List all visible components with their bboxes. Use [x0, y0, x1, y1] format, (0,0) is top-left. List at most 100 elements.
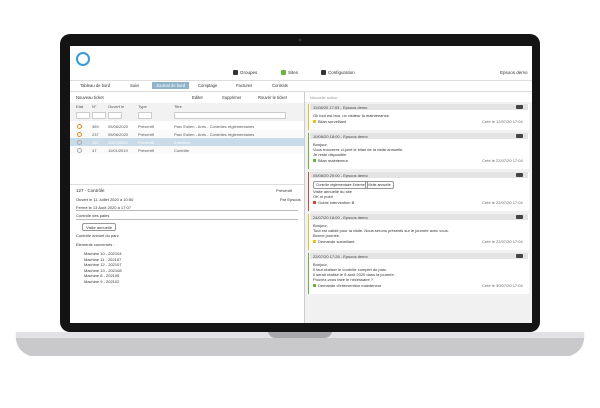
- action-icon[interactable]: [516, 105, 523, 109]
- action-kind-dot: [313, 201, 316, 204]
- action-header: 24/07/20 18:00 - Epsoos demo: [313, 214, 368, 220]
- action-icon[interactable]: [516, 134, 523, 138]
- action-text: Il faut réaliser le contrôle complet du …: [313, 267, 388, 272]
- action-created: Créé le 22/07/20 17:04: [482, 158, 523, 163]
- action-header: 11/08/20 17:03 - Epsoos demo: [313, 104, 368, 110]
- table-header: Type: [138, 104, 147, 109]
- detail-opened: Ouvert le 11 Juillet 2020 à 10:50: [76, 197, 134, 202]
- nav-item[interactable]: Groupes: [240, 70, 258, 75]
- nav-icon: [233, 70, 238, 75]
- camera: [298, 38, 302, 42]
- action-card: [308, 172, 529, 211]
- action-tag: Visite annuelle: [365, 181, 394, 189]
- action-kind: Demande d'intervention mainteneur: [318, 283, 382, 288]
- action-created: Créé le 30/07/20 17:04: [482, 283, 523, 288]
- action-text: Pouvez-vous faire le nécessaire ?: [313, 277, 374, 282]
- action-icon[interactable]: [516, 215, 523, 219]
- table-cell: 237: [92, 131, 99, 137]
- table-header: Etat: [76, 104, 84, 109]
- detail-title: 127 - Contrôle: [76, 188, 105, 193]
- action-kind-dot: [313, 159, 316, 162]
- nav-item[interactable]: Configuration: [328, 70, 355, 75]
- detail-element: Machine 10 - 202104: [84, 251, 122, 256]
- action-kind: Guide intervention B: [318, 200, 355, 205]
- detail-closed: Fermé le 13 Août 2020 à 17:07: [76, 205, 131, 210]
- action-text: Bonne journée.: [313, 233, 341, 238]
- detail-type: Préventif: [276, 188, 292, 193]
- status-icon: [77, 124, 82, 129]
- action-kind: Demande surveillant: [318, 239, 355, 244]
- action-text: Bonjour,: [313, 223, 328, 228]
- tab[interactable]: Comptage: [198, 83, 218, 88]
- action-text: Vous trouverez ci-joint le bilan de la v…: [313, 147, 404, 152]
- action-created: Créé le 22/07/20 17:04: [482, 239, 523, 244]
- toolbar-button[interactable]: Rouvrir le ticket: [258, 95, 287, 100]
- table-cell: 47: [92, 147, 97, 153]
- action-header-bg: [309, 172, 528, 178]
- tab[interactable]: Contrats: [272, 83, 288, 88]
- rule: [76, 210, 298, 211]
- detail-subject: Contrôle des pales: [76, 213, 110, 218]
- table-row[interactable]: [70, 130, 304, 138]
- tab[interactable]: Factures: [236, 83, 253, 88]
- new-action[interactable]: Nouvelle action: [310, 95, 338, 100]
- detail-by: Par Epsoos: [280, 197, 301, 202]
- action-header-bg: [309, 214, 528, 220]
- detail-element: Machine 11 - 202107: [84, 256, 122, 262]
- tab-line: [70, 91, 532, 92]
- nav-item[interactable]: Sites: [288, 70, 299, 75]
- table-header: N°: [92, 104, 97, 109]
- action-kind-dot: [313, 284, 316, 287]
- toolbar-button[interactable]: Supprimer: [222, 95, 242, 100]
- toolbar-button[interactable]: Editer: [192, 95, 203, 100]
- split-line: [70, 184, 304, 185]
- action-tag: Contrôle réglementaire Externe: [313, 181, 368, 189]
- action-header: 10/08/20 18:00 - Epsoos demo: [313, 133, 368, 139]
- table-row[interactable]: [70, 122, 304, 130]
- table-cell: 05/06/2020: [108, 131, 129, 137]
- table-row[interactable]: [70, 146, 304, 154]
- table-cell: 11/01/2019: [108, 147, 128, 153]
- tab[interactable]: Journal de bord: [152, 82, 190, 89]
- header-line: [70, 80, 532, 81]
- table-cell: Parc Eolien - Arris - Contrôles réglemen…: [174, 131, 255, 137]
- rule: [76, 219, 298, 220]
- table-cell: Entretien: [174, 139, 191, 145]
- table-cell: Préventif: [138, 131, 154, 137]
- nav-icon: [321, 70, 326, 75]
- action-text: Tout est validé pour la visite. Nous ser…: [313, 228, 449, 233]
- action-icon[interactable]: [516, 173, 523, 177]
- table-cell: 167: [92, 139, 99, 145]
- tab[interactable]: Tableau de bord: [80, 83, 111, 88]
- table-cell: 11/07/2020: [108, 139, 128, 145]
- action-header-bg: [309, 104, 528, 110]
- action-text: Je reste disponible: [313, 152, 347, 157]
- toolbar-button[interactable]: Nouveau ticket: [76, 95, 104, 100]
- action-created: Créé le 12/07/20 17:04: [482, 119, 523, 124]
- action-card: [308, 133, 529, 169]
- action-header-bg: [309, 133, 528, 139]
- detail-element: Machine 12 - 202107: [84, 262, 122, 267]
- filter-input: [174, 112, 286, 119]
- detail-element: Machine 13 - 202108: [84, 267, 122, 273]
- filter-input: [108, 112, 122, 119]
- user-name[interactable]: Epsoos demo: [500, 70, 528, 75]
- table-header: Titre: [174, 104, 182, 109]
- action-kind: Bilan surveillant: [318, 119, 347, 124]
- action-header: 22/07/20 17:26 - Epsoos demo: [313, 253, 368, 259]
- detail-element: Machine 8 - 202105: [84, 273, 120, 278]
- action-text: Visite annuelle du site: [313, 189, 352, 194]
- action-header: 05/08/20 20:00 - Epsoos demo: [313, 172, 368, 178]
- action-text: Ok tout est bon, un visiteur la maintena…: [313, 113, 390, 118]
- tab[interactable]: Suivi: [130, 83, 140, 88]
- table-row[interactable]: [70, 138, 304, 146]
- detail-description: Contrôle annuel du parc: [76, 233, 119, 238]
- action-card: [308, 214, 529, 250]
- table-header: Ouvert le: [108, 104, 125, 109]
- action-card: [308, 253, 529, 294]
- action-icon[interactable]: [516, 254, 523, 258]
- action-kind-dot: [313, 120, 316, 123]
- notch: [268, 332, 332, 338]
- table-cell: 05/06/2020: [108, 123, 129, 129]
